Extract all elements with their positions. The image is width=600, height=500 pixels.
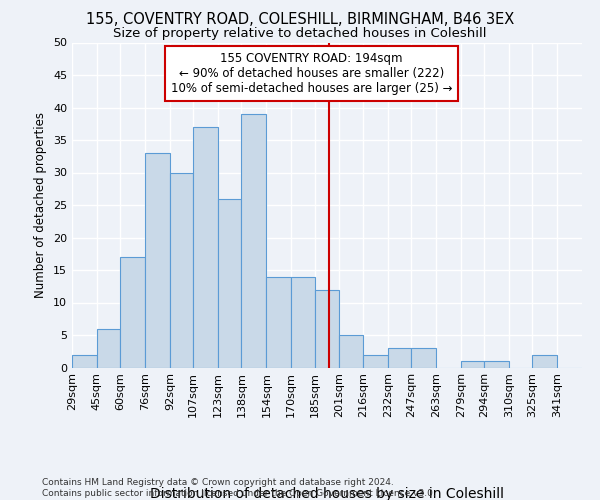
Bar bbox=[145, 153, 170, 368]
Bar bbox=[314, 290, 340, 368]
Text: Size of property relative to detached houses in Coleshill: Size of property relative to detached ho… bbox=[113, 28, 487, 40]
Text: 155 COVENTRY ROAD: 194sqm
← 90% of detached houses are smaller (222)
10% of semi: 155 COVENTRY ROAD: 194sqm ← 90% of detac… bbox=[171, 52, 452, 95]
Bar bbox=[291, 276, 314, 368]
Bar bbox=[120, 257, 145, 368]
Text: Contains HM Land Registry data © Crown copyright and database right 2024.
Contai: Contains HM Land Registry data © Crown c… bbox=[42, 478, 436, 498]
Bar bbox=[97, 328, 120, 368]
Bar bbox=[72, 354, 97, 368]
Bar bbox=[484, 361, 509, 368]
X-axis label: Distribution of detached houses by size in Coleshill: Distribution of detached houses by size … bbox=[150, 487, 504, 500]
Bar bbox=[266, 276, 291, 368]
Y-axis label: Number of detached properties: Number of detached properties bbox=[34, 112, 47, 298]
Bar bbox=[170, 172, 193, 368]
Bar bbox=[218, 198, 241, 368]
Bar bbox=[241, 114, 266, 368]
Bar bbox=[340, 335, 363, 368]
Bar bbox=[461, 361, 484, 368]
Bar bbox=[411, 348, 436, 368]
Bar bbox=[363, 354, 388, 368]
Bar bbox=[193, 127, 218, 368]
Bar bbox=[532, 354, 557, 368]
Text: 155, COVENTRY ROAD, COLESHILL, BIRMINGHAM, B46 3EX: 155, COVENTRY ROAD, COLESHILL, BIRMINGHA… bbox=[86, 12, 514, 28]
Bar bbox=[388, 348, 411, 368]
